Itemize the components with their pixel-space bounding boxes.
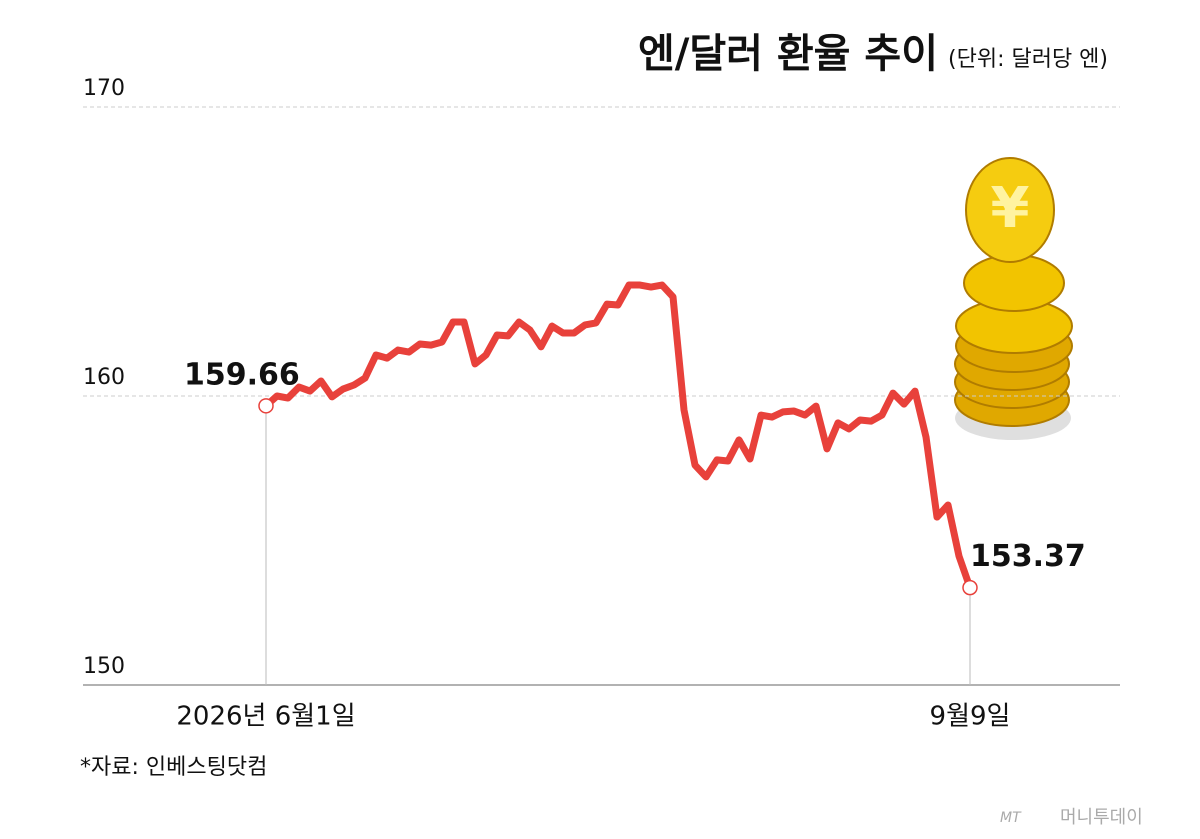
x-tick-label: 9월9일 (930, 702, 1011, 732)
data-line (262, 281, 974, 592)
value-label: 153.37 (970, 539, 1086, 574)
coin-illustration: ¥ (954, 157, 1073, 440)
watermark-logo: MT (1000, 810, 1022, 826)
chart-subtitle: (단위: 달러당 엔) (948, 47, 1108, 72)
chart-title: 엔/달러 환율 추이 (638, 31, 938, 77)
source-note: *자료: 인베스팅닷컴 (80, 755, 267, 780)
y-tick-label: 160 (83, 365, 125, 390)
coin-symbol: ¥ (991, 176, 1030, 241)
coin (963, 254, 1065, 312)
end-marker (962, 579, 978, 596)
x-tick-label: 2026년 6월1일 (176, 702, 355, 732)
y-tick-label: 170 (83, 76, 125, 101)
value-label: 159.66 (184, 357, 300, 392)
end-marker (258, 398, 274, 414)
coin (965, 157, 1055, 263)
y-tick-label: 150 (83, 654, 125, 679)
watermark-name: 머니투데이 (1060, 807, 1143, 828)
